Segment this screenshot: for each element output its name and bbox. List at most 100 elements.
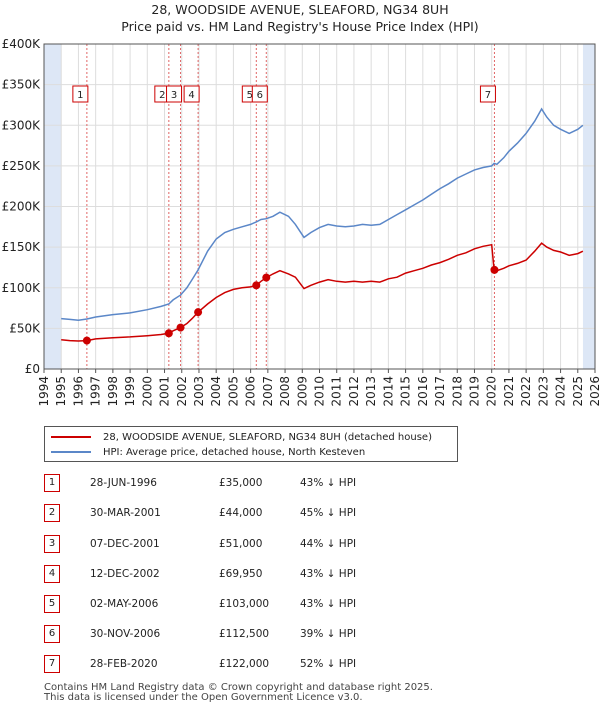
x-tick-label: 1996 [71,376,85,407]
footer-licence: This data is licensed under the Open Gov… [44,692,363,703]
sale-label: 1 [77,90,83,101]
x-tick-label: 2011 [330,376,344,407]
sale-date: 30-MAR-2001 [90,507,161,519]
x-tick-label: 2020 [485,376,499,407]
sale-date: 28-JUN-1996 [90,477,157,489]
x-tick-label: 2013 [364,376,378,407]
legend: 28, WOODSIDE AVENUE, SLEAFORD, NG34 8UH … [44,426,458,462]
y-tick-label: £150K [2,240,42,254]
chart-subtitle: Price paid vs. HM Land Registry's House … [121,19,479,34]
sale-number: 5 [44,595,60,613]
sale-hpi-diff: 44% ↓ HPI [300,538,357,550]
sale-date: 02-MAY-2006 [90,598,159,610]
legend-label-hpi: HPI: Average price, detached house, Nort… [103,446,366,458]
sale-price: £112,500 [219,628,270,640]
sale-hpi-diff: 39% ↓ HPI [300,628,357,640]
legend-label-property: 28, WOODSIDE AVENUE, SLEAFORD, NG34 8UH … [103,431,432,443]
sale-date: 30-NOV-2006 [90,628,161,640]
y-tick-label: £300K [2,118,42,132]
y-tick-label: £200K [2,200,42,214]
sale-number: 6 [44,625,60,643]
sale-label: 2 [159,90,165,101]
y-tick-label: £250K [2,159,42,173]
sale-point [490,265,499,274]
sale-label-box [251,85,268,103]
x-tick-label: 2026 [588,376,600,407]
x-tick-label: 2021 [502,376,516,407]
sale-price: £122,000 [219,658,270,670]
sale-point [164,329,173,338]
sale-price: £51,000 [219,538,263,550]
sale-hpi-diff: 45% ↓ HPI [300,507,357,519]
x-tick-label: 2008 [278,376,292,407]
sale-price: £69,950 [219,568,263,580]
y-tick-label: £350K [2,78,42,92]
sale-number: 2 [44,504,60,522]
sale-point [262,273,271,282]
x-tick-label: 2010 [313,376,327,407]
price-chart: £0 £50K £100K £150K £200K £250K £300K £350K £400… [2,37,600,407]
sale-price: £103,000 [219,598,270,610]
x-tick-label: 1995 [54,376,68,407]
series-line [61,107,584,322]
y-tick-label: £0 [25,362,40,376]
sale-label-box [183,85,200,103]
x-tick-label: 2023 [536,376,550,407]
sale-label: 3 [171,90,177,101]
legend-item-property: 28, WOODSIDE AVENUE, SLEAFORD, NG34 8UH … [51,430,432,444]
x-tick-label: 2014 [381,376,395,407]
y-tick-label: £100K [2,281,42,295]
legend-swatch-red [51,436,91,438]
sale-label: 5 [247,90,253,101]
x-tick-label: 2003 [192,376,206,407]
sale-label-box [166,85,183,103]
x-tick-label: 2015 [399,376,413,407]
legend-item-hpi: HPI: Average price, detached house, Nort… [51,445,365,459]
sale-label-box [479,85,496,103]
sale-hpi-diff: 43% ↓ HPI [300,568,357,580]
sale-point [194,308,203,317]
sale-price: £35,000 [219,477,263,489]
sale-number: 1 [44,474,60,492]
y-tick-label: £400K [2,37,42,51]
x-tick-label: 2000 [140,376,154,407]
sale-point [82,336,91,345]
sale-point [176,323,185,332]
sale-hpi-diff: 43% ↓ HPI [300,598,357,610]
x-tick-label: 2004 [209,376,223,407]
x-tick-label: 2025 [571,376,585,407]
sale-number: 3 [44,535,60,553]
sale-label: 4 [188,90,194,101]
legend-swatch-blue [51,451,91,453]
x-tick-label: 2016 [416,376,430,407]
x-tick-label: 2007 [261,376,275,407]
x-tick-label: 2006 [244,376,258,407]
x-tick-label: 2012 [347,376,361,407]
sale-label: 6 [257,90,263,101]
plot-frame [43,43,596,370]
sale-date: 28-FEB-2020 [90,658,158,670]
sale-point [252,281,261,290]
footer-copyright: Contains HM Land Registry data © Crown c… [44,682,433,693]
sale-price: £44,000 [219,507,263,519]
x-tick-label: 2005 [226,376,240,407]
chart-title: 28, WOODSIDE AVENUE, SLEAFORD, NG34 8UH [151,2,449,17]
x-tick-label: 2017 [433,376,447,407]
x-tick-label: 2002 [175,376,189,407]
x-tick-label: 2009 [295,376,309,407]
sale-date: 07-DEC-2001 [90,538,160,550]
x-tick-label: 2024 [554,376,568,407]
x-tick-label: 1998 [106,376,120,407]
sale-date: 12-DEC-2002 [90,568,160,580]
sale-label: 7 [485,90,491,101]
x-tick-label: 1994 [37,376,51,407]
sale-label-box [72,85,89,103]
y-tick-label: £50K [9,321,41,335]
x-tick-label: 2019 [467,376,481,407]
x-tick-label: 1997 [89,376,103,407]
x-tick-label: 2022 [519,376,533,407]
sale-hpi-diff: 52% ↓ HPI [300,658,357,670]
x-tick-label: 2018 [450,376,464,407]
x-tick-label: 1999 [123,376,137,407]
sale-number: 4 [44,565,60,583]
